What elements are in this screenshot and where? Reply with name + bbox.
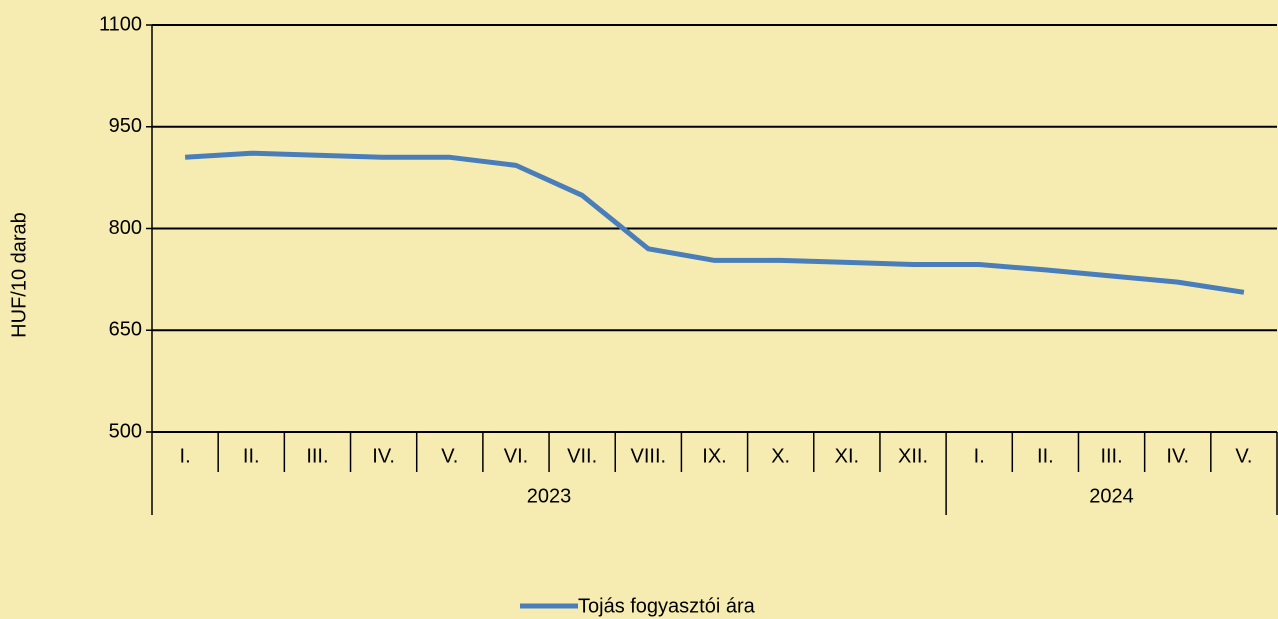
x-tick-label: IV. — [372, 445, 395, 467]
x-tick-label: X. — [771, 445, 790, 467]
x-group-label: 2024 — [1089, 485, 1134, 507]
x-tick-label: VII. — [567, 445, 597, 467]
y-tick-label: 650 — [109, 319, 142, 341]
x-tick-label: III. — [306, 445, 328, 467]
y-tick-label: 800 — [109, 217, 142, 239]
x-tick-label: II. — [1037, 445, 1054, 467]
x-tick-label: V. — [441, 445, 458, 467]
x-tick-label: VI. — [504, 445, 528, 467]
series-line — [184, 150, 1245, 295]
x-tick-label: XII. — [898, 445, 928, 467]
x-tick-label: V. — [1235, 445, 1252, 467]
y-tick-label: 1100 — [99, 13, 142, 35]
x-group-label: 2023 — [527, 485, 572, 507]
x-tick-label: XI. — [835, 445, 859, 467]
y-axis-label: HUF/10 darab — [8, 212, 30, 338]
y-tick-label: 500 — [109, 420, 142, 442]
x-tick-label: II. — [243, 445, 260, 467]
x-tick-label: I. — [180, 445, 191, 467]
x-tick-label: I. — [974, 445, 985, 467]
y-tick-label: 950 — [109, 115, 142, 137]
legend-label: Tojás fogyasztói ára — [578, 595, 756, 617]
x-tick-label: VIII. — [631, 445, 667, 467]
x-tick-label: IV. — [1166, 445, 1189, 467]
x-tick-label: III. — [1100, 445, 1122, 467]
x-tick-label: IX. — [702, 445, 726, 467]
